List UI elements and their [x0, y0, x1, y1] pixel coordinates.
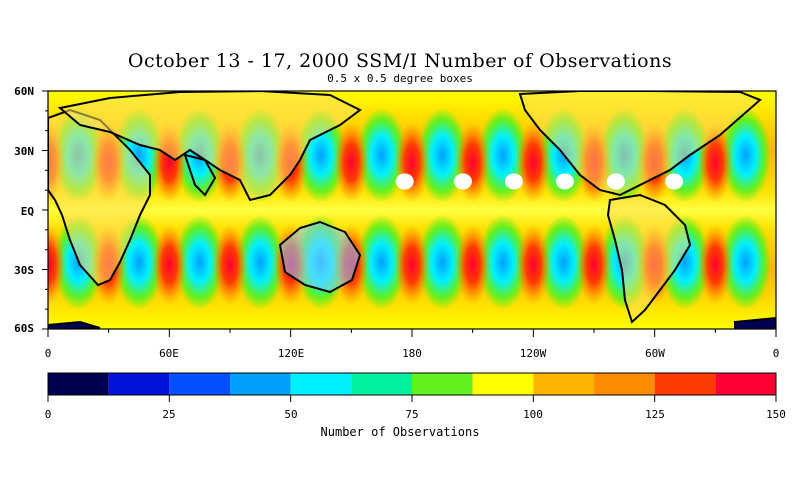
colorbar-segment [412, 373, 473, 395]
colorbar-segment [230, 373, 291, 395]
colorbar-segment [715, 373, 776, 395]
lon-label-0-left: 0 [44, 347, 52, 360]
cold-swath-south [234, 214, 286, 310]
hot-swath-south [48, 224, 65, 306]
colorbar-segment [48, 373, 109, 395]
no-data-patch [606, 173, 625, 190]
colorbar-segment [654, 373, 716, 395]
australia-outline [278, 220, 362, 294]
colorbar [47, 372, 777, 402]
cold-swath-south [416, 214, 468, 310]
cb-tick-125: 125 [645, 408, 665, 421]
no-data-patch [504, 173, 523, 190]
lon-label-120w: 120W [519, 347, 547, 360]
cold-swath-south [477, 214, 529, 310]
hot-swath-south [395, 224, 429, 306]
lon-label-60w: 60W [645, 347, 665, 360]
no-data-gaps [395, 173, 684, 190]
land-masses [48, 91, 776, 329]
antarctica-outline [48, 320, 101, 329]
hot-swath-south [213, 224, 247, 306]
cold-swath-south [720, 214, 772, 310]
hot-swath-north [334, 121, 369, 203]
lon-label-0-right: 0 [772, 347, 780, 360]
africa-outline [48, 108, 151, 287]
colorbar-segment [108, 373, 170, 395]
axis-ticks [42, 90, 777, 337]
colorbar-segment [472, 373, 534, 395]
colorbar-segment [533, 373, 594, 395]
lon-label-120e: 120E [277, 347, 305, 360]
map-title: October 13 - 17, 2000 SSM/I Number of Ob… [127, 50, 673, 72]
lat-label-60n: 60N [14, 85, 34, 98]
hot-swath-south [152, 224, 187, 306]
colorbar-segment [351, 373, 412, 395]
colorbar-segment [169, 373, 230, 395]
cb-tick-25: 25 [162, 408, 176, 421]
cold-swath-north [356, 107, 408, 203]
hot-swath-north [455, 121, 490, 203]
cb-tick-75: 75 [405, 408, 419, 421]
south-america-outline [606, 193, 692, 324]
no-data-patch [395, 173, 414, 190]
hot-swath-south [698, 224, 733, 306]
colorbar-segment [290, 373, 352, 395]
cb-tick-100: 100 [523, 408, 543, 421]
hot-swath-south [516, 224, 551, 306]
hot-swath-south [455, 224, 490, 306]
no-data-patch [665, 173, 684, 190]
lat-label-eq: EQ [20, 205, 34, 218]
colorbar-title: Number of Observations [320, 425, 480, 439]
hot-swath-south [577, 224, 611, 306]
eurasia-outline [57, 91, 362, 202]
hot-swath-north [516, 121, 551, 203]
cold-swath-north [720, 107, 772, 203]
no-data-patch [453, 173, 472, 190]
map-subtitle: 0.5 x 0.5 degree boxes [327, 72, 473, 85]
lat-label-30n: 30N [14, 145, 34, 158]
hot-swath-north [395, 121, 429, 203]
cold-swath-south [356, 214, 408, 310]
lon-label-180: 180 [402, 347, 422, 360]
colorbar-segment [594, 373, 655, 395]
lat-label-60s: 60S [14, 322, 34, 335]
no-data-patch [555, 173, 574, 190]
cb-tick-0: 0 [44, 408, 52, 421]
lat-label-30s: 30S [14, 264, 34, 277]
lon-label-60e: 60E [159, 347, 179, 360]
cb-tick-50: 50 [284, 408, 298, 421]
cold-swath-south [538, 214, 590, 310]
india-outline [183, 153, 217, 197]
cold-swath-south [174, 214, 226, 310]
cb-tick-150: 150 [766, 408, 786, 421]
